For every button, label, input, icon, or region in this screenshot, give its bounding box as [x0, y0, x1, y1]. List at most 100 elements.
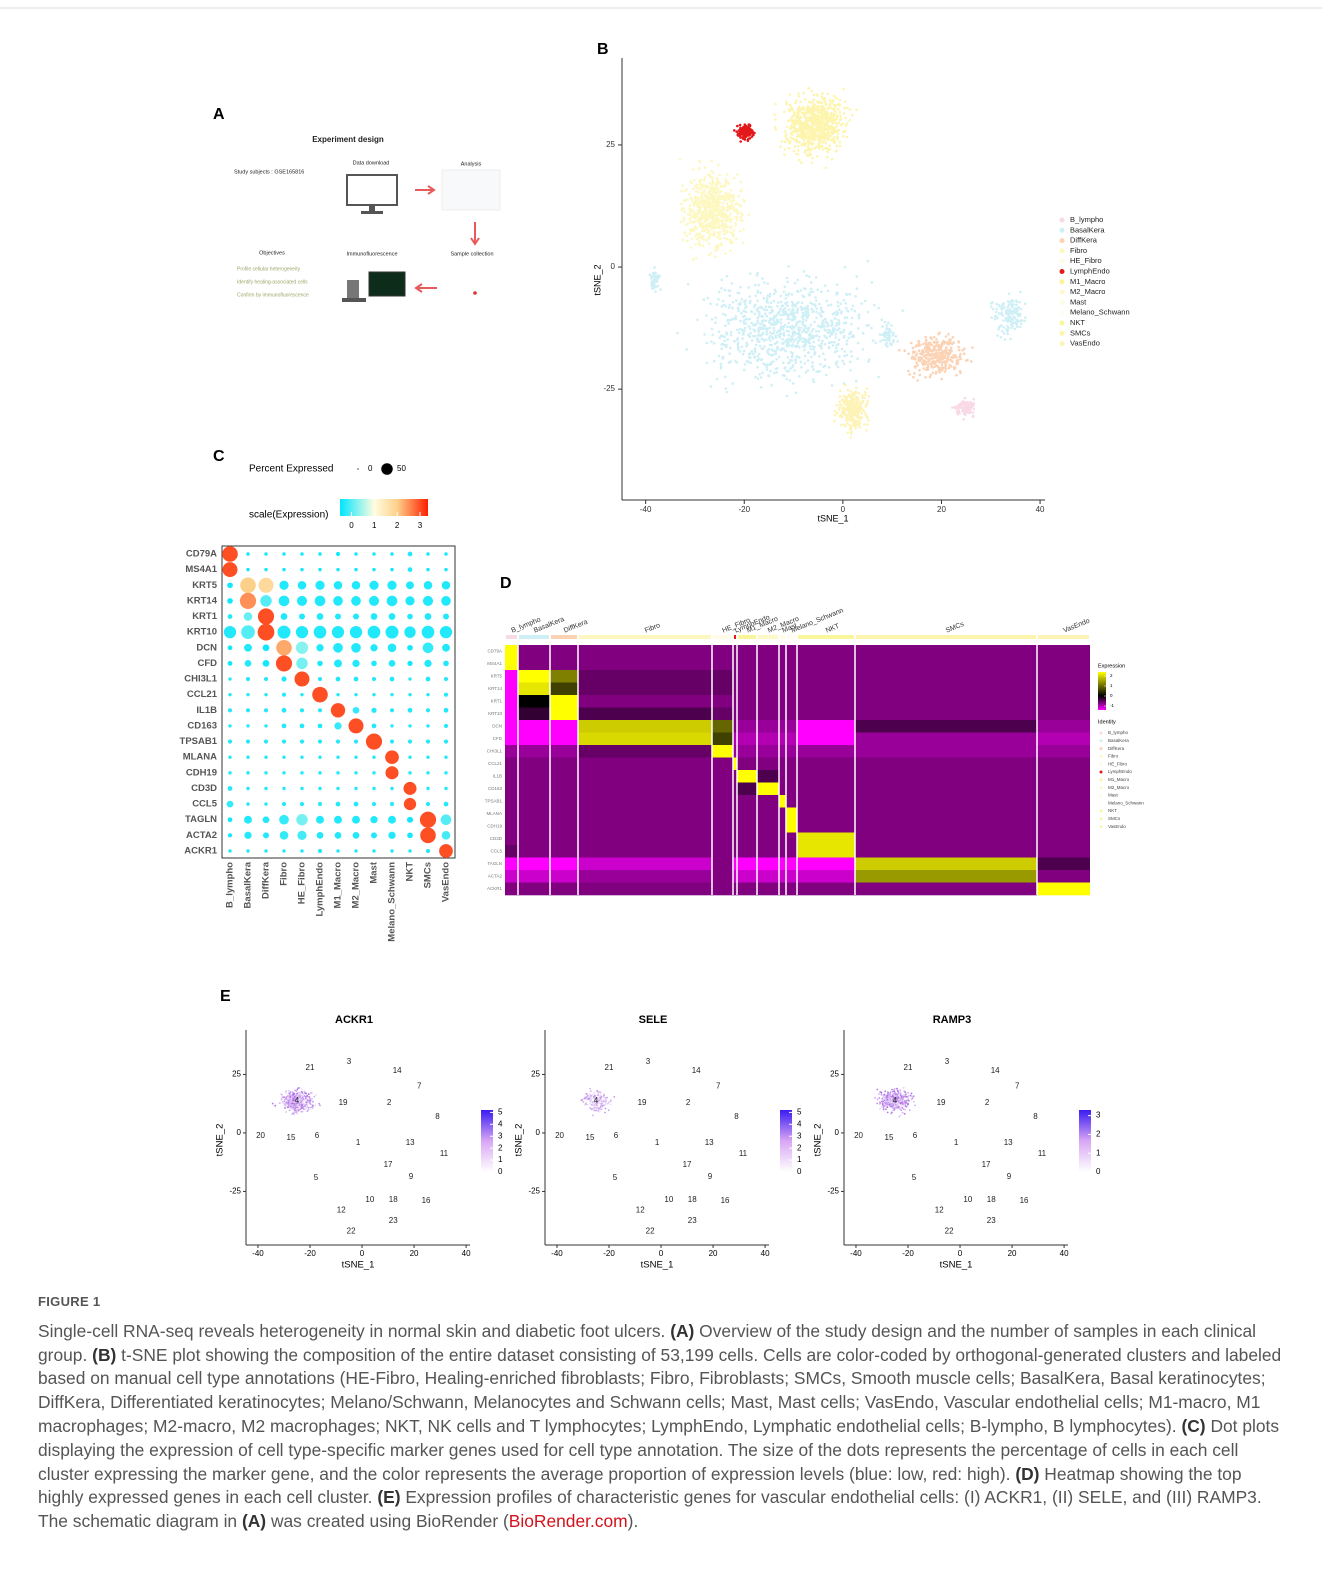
cell-point — [823, 139, 826, 142]
expression-dot — [335, 832, 342, 839]
heatmap-cell — [505, 808, 518, 821]
cell-point — [810, 324, 813, 327]
cluster-label: 17 — [384, 1160, 393, 1169]
cell-point — [711, 228, 714, 231]
legend-label: M2_Macro — [1070, 287, 1105, 296]
expression-dot — [246, 568, 249, 571]
expression-dot — [281, 676, 286, 681]
expression-dot — [299, 614, 305, 620]
cell-point — [820, 105, 823, 108]
cell-point — [699, 222, 702, 225]
expression-dot — [388, 832, 395, 839]
cell-point — [972, 403, 975, 406]
cell-point — [826, 300, 829, 303]
cell-point — [788, 308, 791, 311]
cell-point — [924, 341, 927, 344]
cell-type-label: B_lympho — [225, 862, 236, 908]
cell-point — [725, 230, 728, 233]
cell-point — [956, 405, 959, 408]
cell-point — [858, 406, 861, 409]
cell-point — [768, 319, 771, 322]
cell-point — [835, 310, 838, 313]
cell-point — [768, 305, 771, 308]
cell-point — [765, 320, 768, 323]
x-tick-label: 0 — [360, 1249, 365, 1258]
expression-point — [281, 1099, 283, 1101]
cell-point — [839, 302, 842, 305]
cell-point — [819, 140, 822, 143]
cell-point — [995, 311, 998, 314]
expression-dot — [263, 816, 270, 823]
cell-point — [835, 150, 838, 153]
cell-point — [823, 137, 826, 140]
expression-dot — [370, 644, 377, 651]
cell-point — [885, 328, 888, 331]
gene-label: CD79A — [487, 648, 502, 653]
cell-point — [827, 131, 830, 134]
cell-point — [822, 109, 825, 112]
heatmap-cell — [1037, 720, 1090, 733]
heatmap-cell — [786, 745, 797, 758]
cell-point — [723, 237, 726, 240]
cell-point — [786, 318, 789, 321]
cell-point — [784, 324, 787, 327]
cell-point — [654, 272, 657, 275]
heatmap-cell — [712, 720, 733, 733]
cell-point — [819, 127, 822, 130]
cell-point — [879, 333, 882, 336]
cell-point — [956, 361, 959, 364]
cell-point — [811, 337, 814, 340]
cell-point — [756, 366, 759, 369]
cell-point — [919, 344, 922, 347]
expression-dot — [444, 552, 447, 555]
expression-dot — [371, 613, 378, 620]
cell-point — [852, 334, 855, 337]
cell-point — [834, 318, 837, 321]
cell-point — [733, 208, 736, 211]
expression-point — [603, 1105, 605, 1107]
size-legend-label: 0 — [368, 464, 373, 473]
heatmap-cell — [1037, 670, 1090, 683]
cell-point — [702, 192, 705, 195]
cell-point — [750, 310, 753, 313]
cell-point — [690, 182, 693, 185]
gene-label: TPSAB1 — [180, 736, 218, 747]
cell-point — [864, 300, 867, 303]
cell-point — [789, 93, 792, 96]
cell-point — [990, 302, 993, 305]
cell-point — [742, 353, 745, 356]
cell-point — [918, 369, 921, 372]
cell-point — [801, 330, 804, 333]
expression-point — [589, 1088, 591, 1090]
cell-point — [1008, 293, 1011, 296]
cell-point — [918, 349, 921, 352]
cell-point — [940, 378, 943, 381]
heatmap-cell — [1037, 733, 1090, 746]
expression-dot — [426, 693, 429, 696]
cell-point — [874, 342, 877, 345]
cell-point — [800, 162, 803, 165]
cell-point — [736, 173, 739, 176]
heatmap-cell — [855, 745, 1037, 758]
legend-swatch — [1060, 341, 1065, 346]
legend-label: DiffKera — [1108, 746, 1125, 751]
cell-point — [745, 128, 748, 131]
cell-point — [811, 106, 814, 109]
expression-dot — [444, 787, 447, 790]
cell-point — [807, 351, 810, 354]
cell-point — [810, 136, 813, 139]
cell-point — [826, 108, 829, 111]
cell-point — [913, 372, 916, 375]
expression-point — [592, 1108, 594, 1110]
cell-point — [800, 289, 803, 292]
expression-dot — [300, 724, 305, 729]
expression-dot — [444, 708, 449, 713]
heatmap-cell — [797, 845, 855, 858]
cell-point — [857, 327, 860, 330]
cell-point — [850, 390, 853, 393]
cell-point — [938, 360, 941, 363]
colorbar-label: 0 — [797, 1167, 802, 1176]
cell-point — [1014, 328, 1017, 331]
cell-point — [814, 303, 817, 306]
expression-dot — [420, 812, 436, 828]
